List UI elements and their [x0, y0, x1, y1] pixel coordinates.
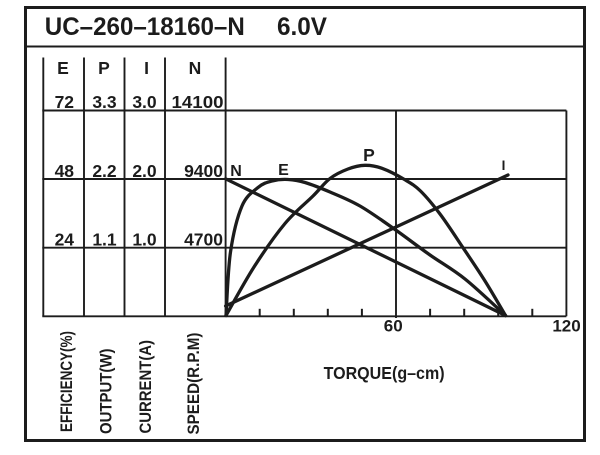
svg-text:6.0V: 6.0V — [277, 13, 327, 41]
svg-text:24: 24 — [55, 230, 75, 250]
svg-text:2.0: 2.0 — [132, 161, 157, 181]
svg-text:N: N — [230, 163, 242, 180]
svg-text:P: P — [98, 58, 110, 78]
svg-text:E: E — [57, 58, 69, 78]
svg-text:72: 72 — [55, 92, 75, 112]
svg-text:N: N — [189, 58, 202, 78]
svg-text:2.2: 2.2 — [92, 161, 117, 181]
svg-text:UC–260–18160–N: UC–260–18160–N — [45, 13, 245, 41]
svg-text:1.1: 1.1 — [92, 230, 117, 250]
svg-text:I: I — [144, 58, 149, 78]
svg-text:OUTPUT(W): OUTPUT(W) — [98, 349, 116, 435]
svg-text:120: 120 — [552, 317, 580, 336]
svg-text:14100: 14100 — [172, 92, 224, 112]
svg-text:4700: 4700 — [184, 230, 223, 250]
svg-text:E: E — [278, 162, 289, 179]
svg-text:EFFICIENCY(%): EFFICIENCY(%) — [58, 331, 76, 432]
svg-text:I: I — [502, 158, 506, 173]
svg-text:SPEED(R.P.M): SPEED(R.P.M) — [185, 333, 203, 435]
svg-text:P: P — [363, 145, 375, 165]
svg-text:9400: 9400 — [184, 161, 223, 181]
svg-text:48: 48 — [55, 161, 75, 181]
svg-text:CURRENT(A): CURRENT(A) — [137, 340, 155, 434]
svg-text:1.0: 1.0 — [132, 230, 157, 250]
svg-text:3.3: 3.3 — [92, 92, 117, 112]
svg-text:60: 60 — [384, 317, 403, 336]
svg-text:3.0: 3.0 — [132, 92, 157, 112]
svg-text:TORQUE(g–cm): TORQUE(g–cm) — [324, 363, 445, 383]
